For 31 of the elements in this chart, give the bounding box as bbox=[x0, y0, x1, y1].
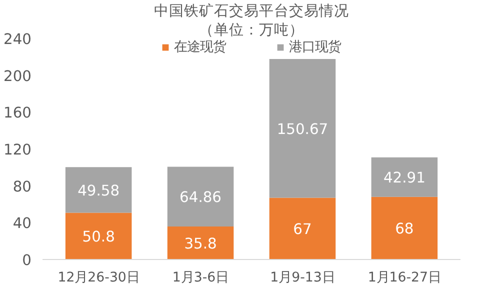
bar bbox=[371, 196, 438, 260]
y-tick-label: 80 bbox=[12, 178, 32, 196]
chart-subtitle: （单位：万吨） bbox=[199, 22, 304, 38]
bar bbox=[167, 226, 234, 260]
bar bbox=[65, 167, 132, 213]
bar bbox=[371, 157, 438, 197]
y-tick-label: 120 bbox=[4, 142, 32, 158]
x-tick-label: 12月26-30日 bbox=[58, 270, 140, 286]
legend-label: 在途现货 bbox=[174, 39, 226, 56]
y-tick-label: 0 bbox=[22, 252, 32, 269]
bar bbox=[269, 59, 336, 198]
data-label: 35.8 bbox=[184, 236, 217, 253]
data-label: 67 bbox=[293, 221, 312, 238]
x-tick-label: 1月9-13日 bbox=[270, 270, 335, 286]
bar bbox=[167, 166, 234, 227]
data-label: 49.58 bbox=[78, 182, 120, 200]
data-label: 42.91 bbox=[383, 170, 426, 187]
y-tick-label: 200 bbox=[4, 68, 32, 85]
legend-label: 港口现货 bbox=[289, 38, 341, 56]
data-label: 150.67 bbox=[276, 120, 328, 138]
y-tick-label: 160 bbox=[4, 104, 32, 122]
bar bbox=[269, 198, 336, 260]
data-label: 64.86 bbox=[180, 189, 222, 206]
x-tick-label: 1月16-27日 bbox=[368, 270, 442, 286]
chart-title: 中国铁矿石交易平台交易情况 bbox=[154, 2, 349, 20]
data-label: 68 bbox=[395, 220, 414, 238]
x-tick-label: 1月3-6日 bbox=[172, 270, 229, 286]
bar bbox=[65, 212, 132, 260]
data-label: 50.8 bbox=[82, 228, 115, 246]
y-tick-label: 40 bbox=[12, 215, 32, 232]
y-tick-label: 240 bbox=[4, 31, 32, 48]
